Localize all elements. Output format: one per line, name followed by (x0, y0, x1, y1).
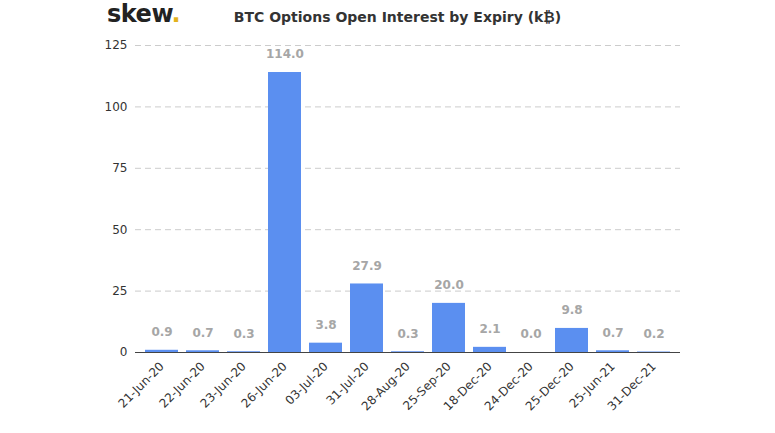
svg-text:27.9: 27.9 (352, 259, 382, 273)
svg-text:0.3: 0.3 (397, 327, 418, 341)
svg-text:0.7: 0.7 (602, 326, 623, 340)
svg-text:0.7: 0.7 (192, 326, 213, 340)
svg-text:26-Jun-20: 26-Jun-20 (238, 359, 289, 410)
svg-text:25-Jun-21: 25-Jun-21 (566, 359, 618, 411)
svg-text:0.3: 0.3 (233, 327, 254, 341)
svg-text:3.8: 3.8 (315, 318, 336, 332)
svg-text:21-Jun-20: 21-Jun-20 (115, 359, 167, 411)
svg-text:0.0: 0.0 (520, 327, 541, 341)
svg-text:23-Jun-20: 23-Jun-20 (197, 359, 249, 411)
svg-text:25-Sep-20: 25-Sep-20 (400, 359, 454, 413)
svg-text:25-Dec-20: 25-Dec-20 (523, 359, 577, 413)
svg-text:31-Dec-21: 31-Dec-21 (605, 359, 659, 413)
svg-text:18-Dec-20: 18-Dec-20 (440, 359, 495, 414)
svg-text:2.1: 2.1 (479, 322, 500, 336)
svg-text:9.8: 9.8 (561, 303, 582, 317)
html-text:BTC Options Open Interest by E: BTC Options Open Interest by Expiry (k₿) (233, 9, 562, 25)
svg-text:03-Jul-20: 03-Jul-20 (282, 359, 330, 407)
svg-text:0: 0 (120, 345, 128, 359)
svg-text:75: 75 (112, 161, 127, 175)
svg-text:31-Jul-20: 31-Jul-20 (323, 359, 372, 408)
svg-text:50: 50 (112, 223, 127, 237)
html-text:skew.: skew. (107, 0, 181, 28)
svg-text:125: 125 (105, 38, 128, 52)
svg-text:24-Dec-20: 24-Dec-20 (481, 359, 536, 414)
svg-text:0.9: 0.9 (151, 325, 172, 339)
svg-text:114.0: 114.0 (266, 47, 304, 61)
svg-text:0.2: 0.2 (643, 327, 664, 341)
svg-text:100: 100 (105, 100, 128, 114)
svg-text:28-Aug-20: 28-Aug-20 (358, 359, 413, 414)
svg-text:22-Jun-20: 22-Jun-20 (156, 359, 208, 411)
svg-text:20.0: 20.0 (434, 278, 464, 292)
svg-text:25: 25 (112, 284, 127, 298)
